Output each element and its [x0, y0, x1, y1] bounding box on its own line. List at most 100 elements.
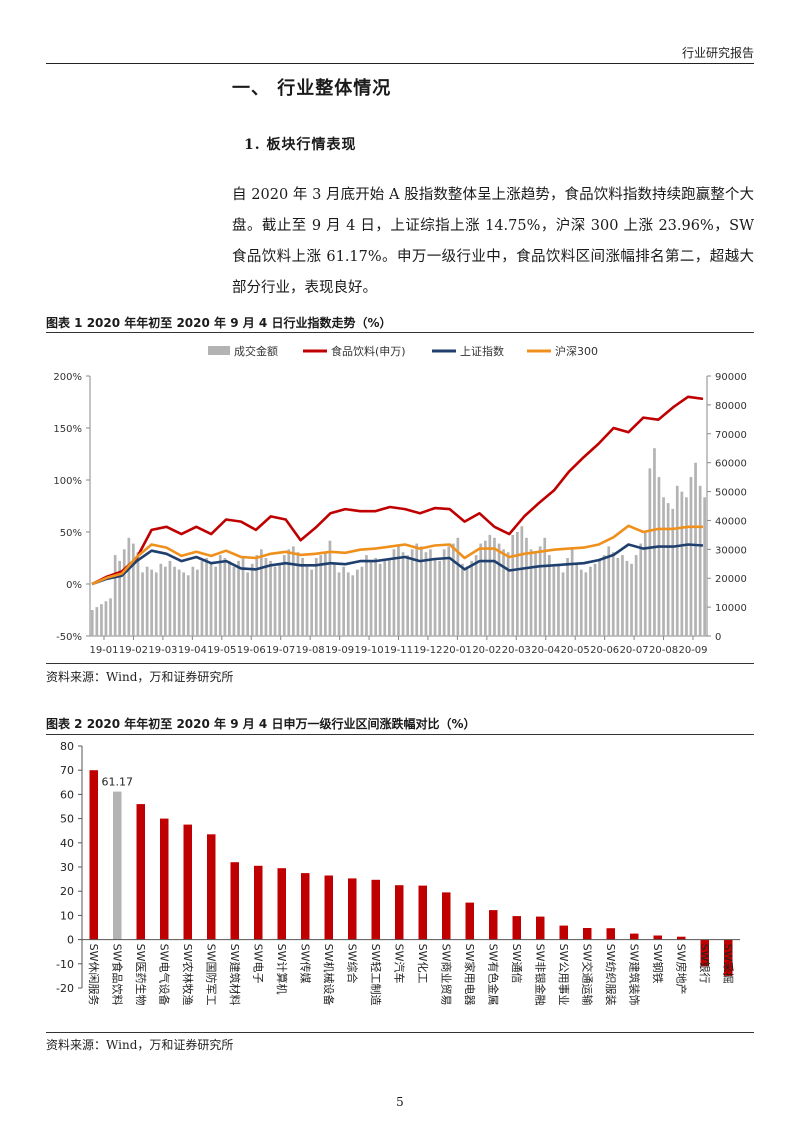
volume-bar — [351, 575, 355, 636]
bar-8 — [254, 865, 263, 940]
volume-bar — [429, 549, 432, 636]
bar-11 — [324, 875, 333, 940]
bar-17 — [465, 902, 474, 940]
bar-10 — [301, 873, 310, 940]
volume-bar — [552, 566, 556, 636]
bar-28 — [724, 939, 733, 976]
volume-bar — [223, 558, 227, 636]
category-label-group: SW汽车 — [392, 944, 406, 984]
category-label-group: SW传媒 — [298, 944, 311, 984]
volume-bar — [328, 540, 332, 636]
volume-bar — [214, 566, 217, 636]
bar-25 — [653, 935, 662, 940]
volume-bar — [145, 566, 149, 636]
x-tick-label: 20-02 — [472, 645, 501, 656]
volume-bar — [186, 575, 190, 636]
volume-bar — [607, 546, 611, 636]
line-hs300 — [91, 524, 703, 586]
volume-bar — [442, 549, 446, 636]
volume-bar — [680, 491, 684, 636]
volume-bar — [365, 555, 368, 636]
y-tick-label: 30 — [60, 861, 74, 874]
section-title: 一、 行业整体情况 — [232, 78, 392, 99]
volume-bar — [643, 532, 647, 636]
category-label: SW医药生物 — [134, 944, 148, 1006]
volume-bar — [420, 546, 423, 636]
legend-swatch-volume — [208, 346, 230, 355]
y-left-tick-label: 150% — [53, 424, 82, 435]
x-tick-label: 19-03 — [148, 645, 177, 656]
bar-9 — [277, 868, 286, 940]
y-tick-label: -20 — [56, 982, 74, 995]
volume-bar — [461, 563, 464, 636]
category-label-group: SW建筑装饰 — [627, 944, 641, 1006]
volume-bar — [269, 560, 272, 636]
figure2-top-rule — [46, 734, 754, 735]
bar-2 — [113, 791, 122, 940]
bar-3 — [136, 804, 145, 940]
category-label: SW国防军工 — [204, 944, 218, 1006]
y-tick-label: 20 — [60, 885, 74, 898]
volume-bar — [173, 566, 176, 636]
volume-bar — [529, 549, 533, 636]
volume-bar — [264, 558, 268, 636]
volume-bar — [100, 604, 103, 636]
body-paragraph: 自 2020 年 3 月底开始 A 股指数整体呈上涨趋势，食品饮料指数持续跑赢整… — [232, 187, 754, 296]
y-tick-label: 70 — [60, 764, 74, 777]
bar-24 — [630, 933, 639, 940]
bar-13 — [371, 879, 380, 940]
category-label: SW轻工制造 — [369, 944, 383, 1006]
volume-bar — [438, 560, 441, 636]
bar-23 — [606, 928, 615, 940]
category-label: SW食品饮料 — [110, 944, 124, 1006]
volume-bar — [548, 555, 551, 636]
volume-bar — [447, 546, 451, 636]
category-label: SW公用事业 — [557, 944, 570, 1006]
volume-bar — [625, 560, 629, 636]
x-tick-label: 20-09 — [678, 645, 707, 656]
volume-bar — [319, 555, 323, 636]
bar-26 — [677, 936, 686, 940]
category-label: SW钢铁 — [651, 944, 664, 984]
category-label: SW纺织服装 — [604, 944, 618, 1006]
volume-bar — [237, 560, 240, 636]
volume-bar — [109, 598, 112, 636]
volume-bar — [378, 563, 382, 636]
volume-bar — [282, 555, 286, 636]
volume-bar — [474, 555, 478, 636]
volume-bar — [511, 534, 515, 636]
bar-16 — [442, 892, 451, 940]
figure2-bottom-rule — [46, 1032, 754, 1033]
category-label-group: SW采掘 — [721, 944, 735, 984]
y-right-tick-label: 40000 — [715, 516, 747, 527]
figure1-caption: 图表 1 2020 年年初至 2020 年 9 月 4 日行业指数走势（%） — [46, 316, 392, 330]
volume-bar — [164, 566, 167, 636]
volume-bar — [191, 566, 195, 636]
legend-label: 成交金额 — [234, 344, 278, 358]
volume-bar — [337, 572, 341, 636]
category-label: SW休闲服务 — [87, 944, 101, 1006]
volume-bar — [159, 563, 163, 636]
category-label-group: SW建筑材料 — [228, 944, 242, 1006]
category-label: SW计算机 — [275, 944, 289, 995]
category-label-group: SW交通运输 — [580, 944, 594, 1006]
category-label-group: SW电子 — [251, 944, 264, 984]
volume-bar — [287, 549, 291, 636]
category-label: SW交通运输 — [580, 944, 594, 1006]
volume-bar — [534, 552, 537, 636]
x-tick-label: 20-04 — [531, 645, 560, 656]
category-label-group: SW农林牧渔 — [181, 944, 195, 1006]
volume-bar — [260, 549, 263, 636]
volume-bar — [653, 448, 656, 636]
y-left-tick-label: -50% — [56, 632, 82, 643]
volume-bar — [324, 552, 327, 636]
volume-bar — [95, 607, 99, 636]
x-tick-label: 20-07 — [620, 645, 649, 656]
volume-bar — [113, 555, 117, 636]
volume-bar — [278, 563, 281, 636]
volume-bar — [241, 558, 245, 636]
volume-bar — [246, 572, 249, 636]
volume-bar — [250, 563, 254, 636]
volume-bar — [232, 566, 236, 636]
volume-bar — [177, 569, 181, 636]
